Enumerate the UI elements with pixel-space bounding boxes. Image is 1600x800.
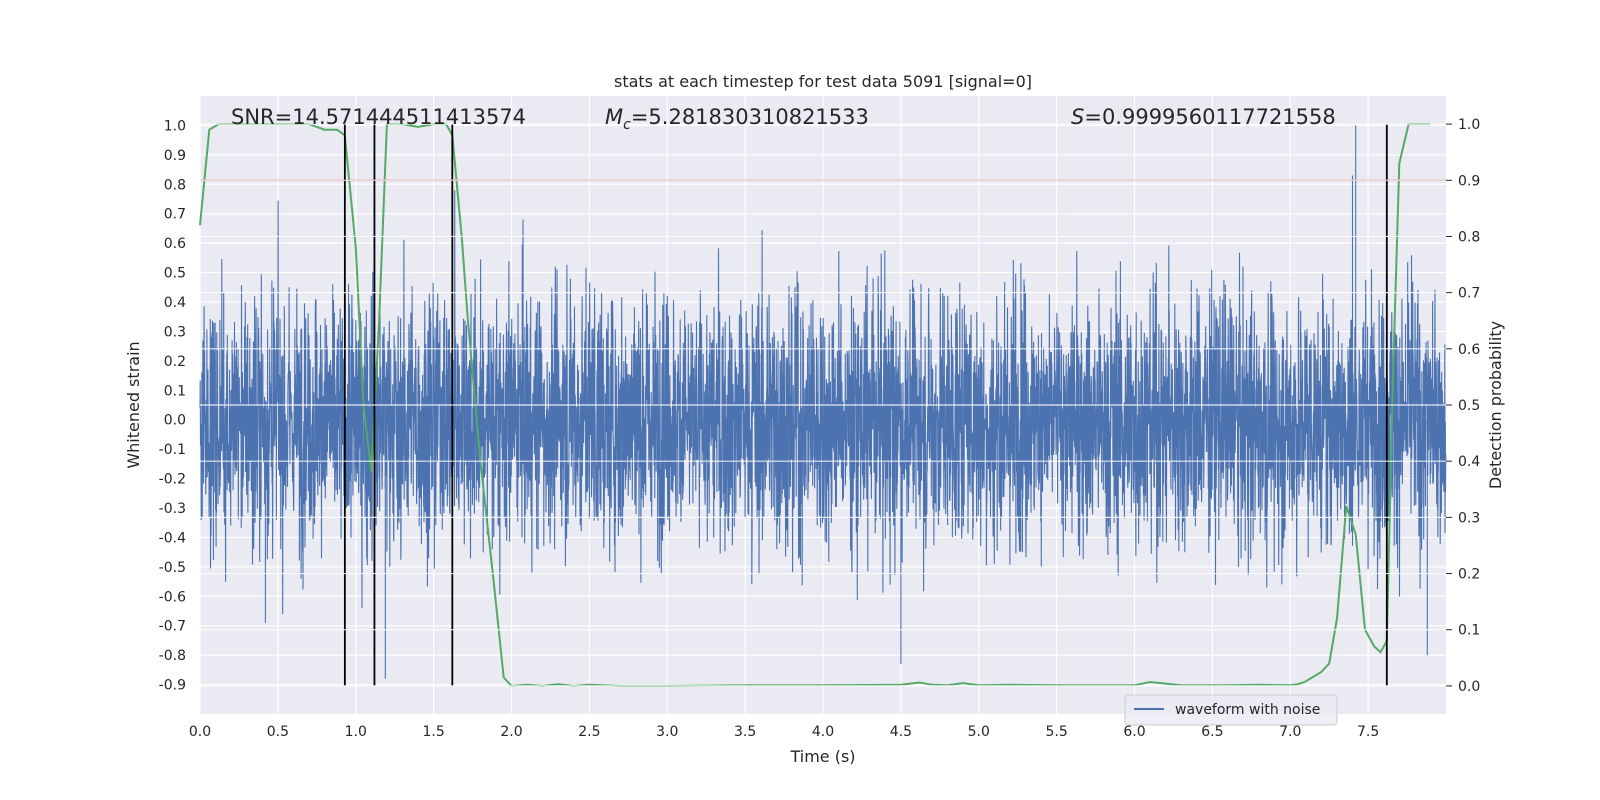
y-tick-label-right: 0.9 (1458, 173, 1480, 189)
y-tick-label-left: 0.7 (164, 207, 186, 223)
y-tick-label-left: 0.1 (164, 383, 186, 399)
x-tick-label: 3.5 (734, 724, 756, 740)
y-tick-label-left: 0.2 (164, 354, 186, 370)
chart-title: stats at each timestep for test data 509… (614, 72, 1032, 91)
left-y-axis-ticks: 1.0 0.9 0.8 0.7 0.6 0.5 0.4 0.3 0.2 0.1 0.0 -0.1 -0.… (159, 118, 186, 693)
x-tick-label: 5.5 (1045, 724, 1067, 740)
y-tick-label-left: 1.0 (164, 118, 186, 134)
x-tick-label: 3.0 (656, 724, 678, 740)
y-tick-label-right: 0.1 (1458, 623, 1480, 639)
legend-label-waveform: waveform with noise (1175, 702, 1320, 718)
x-tick-label: 0.0 (189, 724, 211, 740)
y-tick-label-left: 0.0 (164, 413, 186, 429)
y-axis-label-left: Whitened strain (124, 341, 143, 468)
y-tick-label-left: -0.6 (159, 589, 186, 605)
chirp-mass-value: =5.281830310821533 (631, 105, 869, 129)
y-tick-label-left: 0.3 (164, 324, 186, 340)
right-y-axis-ticks: 1.0 0.9 0.8 0.7 0.6 0.5 0.4 0.3 0.2 0.1 0.0 (1446, 117, 1480, 695)
x-tick-label: 6.5 (1201, 724, 1223, 740)
x-tick-label: 7.0 (1279, 724, 1301, 740)
significance-symbol: S (1071, 105, 1084, 129)
snr-annotation: SNR=14.571444511413574 (231, 105, 526, 129)
y-tick-label-left: -0.9 (159, 678, 186, 694)
x-tick-label: 2.5 (578, 724, 600, 740)
waveform-line (199, 125, 1447, 679)
y-tick-label-right: 0.6 (1458, 342, 1480, 358)
y-tick-label-left: -0.4 (159, 530, 186, 546)
y-tick-label-left: -0.8 (159, 648, 186, 664)
legend: waveform with noise (1124, 694, 1338, 726)
y-tick-label-left: -0.7 (159, 619, 186, 635)
y-tick-label-left: -0.5 (159, 560, 186, 576)
significance-value: =0.9999560117721558 (1084, 105, 1335, 129)
x-tick-label: 5.0 (968, 724, 990, 740)
x-tick-label: 1.0 (345, 724, 367, 740)
x-tick-label: 6.0 (1123, 724, 1145, 740)
y-axis-label-right: Detection probability (1486, 321, 1505, 489)
y-tick-label-right: 0.5 (1458, 398, 1480, 414)
chirp-mass-subscript: c (623, 117, 631, 133)
y-tick-label-right: 0.8 (1458, 229, 1480, 245)
right-axis-grid (200, 123, 1446, 687)
y-tick-label-right: 0.2 (1458, 567, 1480, 583)
x-tick-label: 0.5 (267, 724, 289, 740)
chirp-mass-annotation: Mc=5.281830310821533 (605, 105, 869, 133)
chirp-mass-symbol: M (605, 105, 623, 129)
significance-annotation: S=0.9999560117721558 (1071, 105, 1336, 129)
x-axis-ticks: 0.0 0.5 1.0 1.5 2.0 2.5 3.0 3.5 4.0 4.5 5.0 5.5 6.0 6… (189, 724, 1379, 740)
y-tick-label-left: -0.1 (159, 442, 186, 458)
x-axis-label: Time (s) (789, 747, 855, 766)
x-tick-label: 4.5 (890, 724, 912, 740)
x-tick-label: 7.5 (1357, 724, 1379, 740)
y-tick-label-left: 0.9 (164, 148, 186, 164)
y-tick-label-left: 0.4 (164, 295, 186, 311)
y-tick-label-right: 1.0 (1458, 117, 1480, 133)
legend-box (1124, 694, 1338, 726)
x-tick-label: 4.0 (812, 724, 834, 740)
y-tick-label-left: -0.3 (159, 501, 186, 517)
y-tick-label-left: 0.5 (164, 266, 186, 282)
y-tick-label-left: -0.2 (159, 472, 186, 488)
y-tick-label-right: 0.0 (1458, 679, 1480, 695)
y-tick-label-right: 0.7 (1458, 286, 1480, 302)
y-tick-label-left: 0.6 (164, 236, 186, 252)
y-tick-label-right: 0.3 (1458, 510, 1480, 526)
x-tick-label: 1.5 (422, 724, 444, 740)
y-tick-label-right: 0.4 (1458, 454, 1480, 470)
waveform-series (199, 125, 1447, 679)
x-tick-label: 2.0 (500, 724, 522, 740)
y-tick-label-left: 0.8 (164, 177, 186, 193)
